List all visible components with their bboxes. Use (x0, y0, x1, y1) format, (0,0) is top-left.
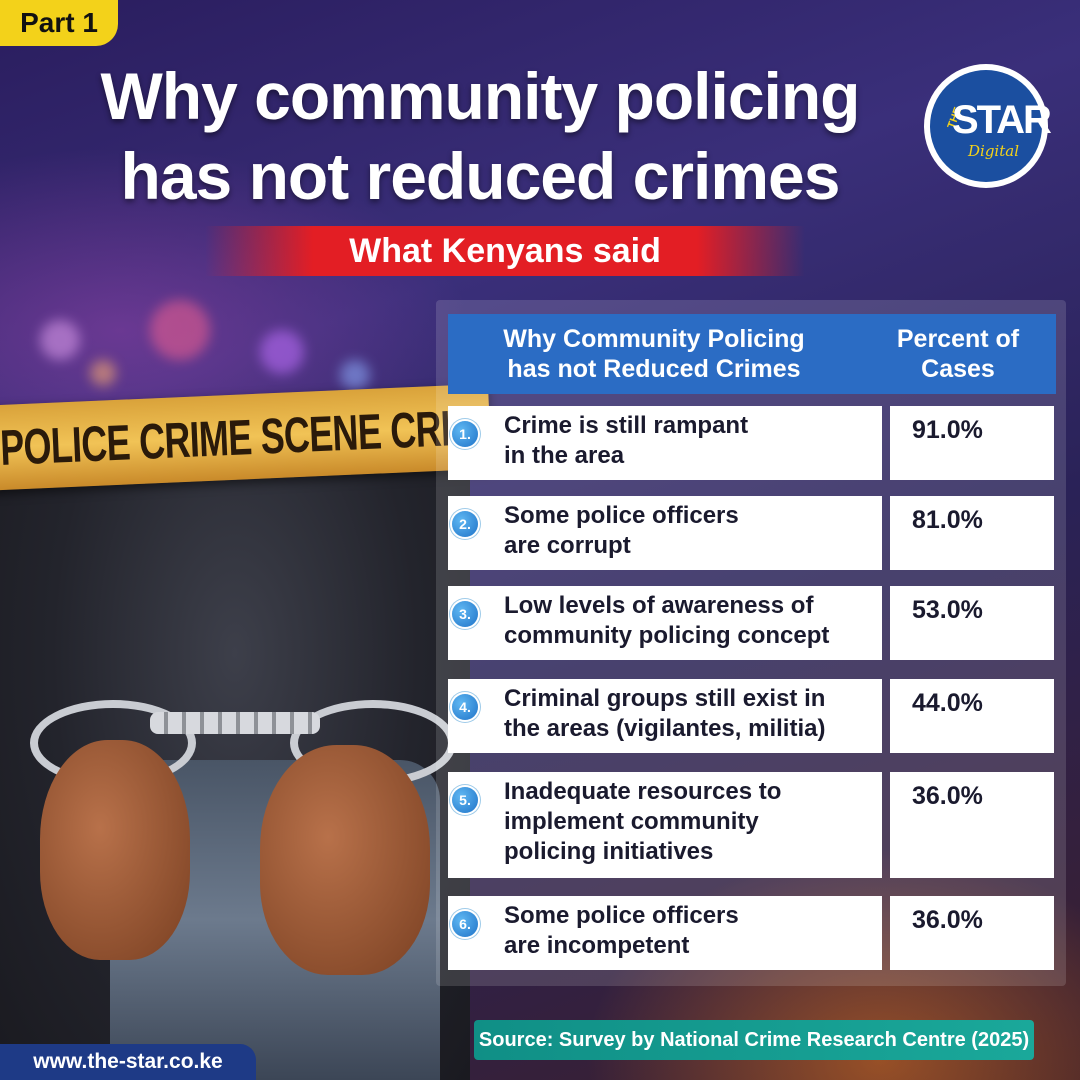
header-percent: Percent of Cases (860, 314, 1056, 394)
table-row-percent: 91.0% (890, 406, 1054, 480)
source-note: Source: Survey by National Crime Researc… (474, 1020, 1034, 1060)
row-reason-text: Inadequate resources to implement communi… (504, 777, 781, 867)
crime-scene-tape-text: POLICE CRIME SCENE CRIM (0, 399, 481, 477)
subtitle-bar (205, 226, 805, 276)
logo-star: STAR (952, 98, 1052, 142)
table-row-percent: 81.0% (890, 496, 1054, 570)
row-number-badge: 6. (452, 911, 478, 937)
row-reason-line: are incompetent (504, 932, 690, 959)
bokeh-light (90, 360, 116, 386)
row-reason-line: the areas (vigilantes, militia) (504, 715, 826, 742)
row-number-badge: 3. (452, 601, 478, 627)
subtitle: What Kenyans said (349, 232, 661, 270)
row-reason-text: Criminal groups still exist in the areas … (504, 684, 825, 744)
bokeh-light (150, 300, 210, 360)
row-percent-value: 91.0% (912, 416, 983, 444)
logo-digital: Digital (968, 142, 1019, 160)
table-row-reason: 4. Criminal groups still exist in the area… (448, 679, 882, 753)
row-reason-text: Some police officers are corrupt (504, 501, 739, 561)
row-reason-line: Crime is still rampant (504, 412, 749, 439)
part-tag: Part 1 (0, 0, 118, 46)
website-url[interactable]: www.the-star.co.ke (0, 1044, 256, 1080)
table-row-reason: 6. Some police officers are incompetent (448, 896, 882, 970)
row-percent-value: 53.0% (912, 596, 983, 624)
table-row-reason: 5. Inadequate resources to implement commu… (448, 772, 882, 878)
row-percent-value: 81.0% (912, 506, 983, 534)
row-number-badge: 4. (452, 694, 478, 720)
table-row-reason: 3. Low levels of awareness of community po… (448, 586, 882, 660)
row-number-badge: 2. (452, 511, 478, 537)
row-reason-text: Low levels of awareness of community poli… (504, 591, 829, 651)
row-percent-value: 44.0% (912, 689, 983, 717)
table-row-percent: 53.0% (890, 586, 1054, 660)
row-reason-line: in the area (504, 442, 625, 469)
row-reason-line: community policing concept (504, 622, 830, 649)
table-row-reason: 1. Crime is still rampant in the area (448, 406, 882, 480)
row-reason-line: Criminal groups still exist in (504, 685, 826, 712)
headline-line-1: Why community policing (100, 59, 860, 133)
table-row-percent: 36.0% (890, 896, 1054, 970)
table-row-reason: 2. Some police officers are corrupt (448, 496, 882, 570)
row-number-badge: 1. (452, 421, 478, 447)
logo-badge: THE STAR Digital (930, 70, 1052, 182)
bokeh-light (260, 330, 304, 374)
right-hand (260, 745, 430, 975)
row-reason-line: implement community (504, 808, 759, 835)
row-percent-value: 36.0% (912, 906, 983, 934)
the-star-logo: THE STAR Digital (924, 64, 1052, 188)
row-reason-line: are corrupt (504, 532, 631, 559)
row-reason-line: Inadequate resources to (504, 778, 782, 805)
handcuff-chain (150, 712, 320, 734)
header-reason: Why Community Policing has not Reduced C… (448, 314, 860, 394)
row-number-badge: 5. (452, 787, 478, 813)
row-reason-line: policing initiatives (504, 838, 714, 865)
headline-line-2: has not reduced crimes (120, 139, 841, 213)
row-percent-value: 36.0% (912, 782, 983, 810)
headline: Why community policing has not reduced c… (40, 56, 920, 216)
table-row-percent: 44.0% (890, 679, 1054, 753)
row-reason-text: Crime is still rampant in the area (504, 411, 748, 471)
left-hand (40, 740, 190, 960)
bokeh-light (340, 360, 370, 390)
row-reason-text: Some police officers are incompetent (504, 901, 739, 961)
row-reason-line: Low levels of awareness of (504, 592, 814, 619)
bokeh-light (40, 320, 80, 360)
table-row-percent: 36.0% (890, 772, 1054, 878)
row-reason-line: Some police officers (504, 502, 739, 529)
row-reason-line: Some police officers (504, 902, 739, 929)
